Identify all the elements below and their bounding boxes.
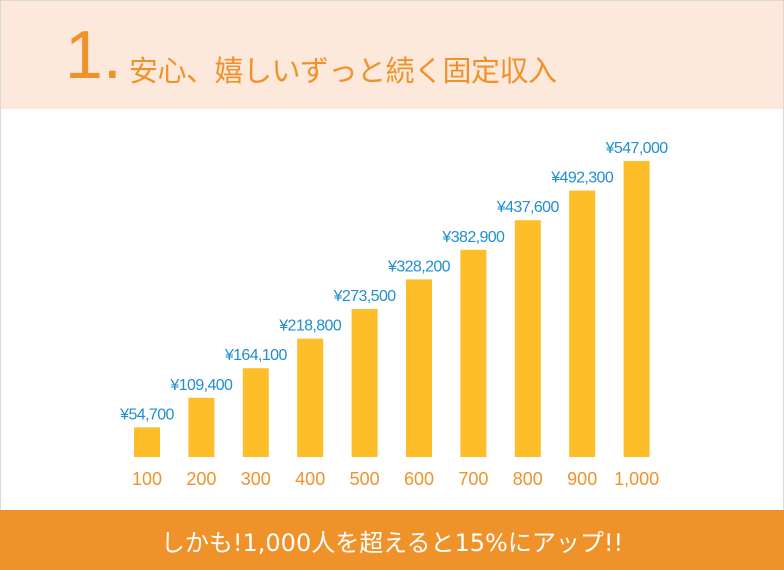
bar-800 <box>514 220 541 457</box>
value-label: ¥218,800 <box>278 318 342 335</box>
value-label: ¥109,400 <box>169 377 233 394</box>
bar-900 <box>569 190 596 457</box>
value-label: ¥492,300 <box>550 170 614 187</box>
footer-banner: しかも!1,000人を超えると15%にアップ!! <box>0 510 784 570</box>
footer-message: しかも!1,000人を超えると15%にアップ!! <box>160 528 624 557</box>
bar-chart: ¥54,700 100 ¥109,400 200 ¥164,100 300 ¥218,800… <box>119 140 669 489</box>
category-label: 500 <box>350 469 380 489</box>
bar-300 <box>242 368 269 457</box>
bar-200 <box>188 397 215 457</box>
category-label: 900 <box>567 469 597 489</box>
bar-100 <box>134 427 160 457</box>
value-label: ¥54,700 <box>119 406 174 423</box>
value-label: ¥328,200 <box>387 258 451 275</box>
value-label: ¥164,100 <box>224 347 288 364</box>
bar-500 <box>351 309 378 457</box>
category-label: 200 <box>186 469 216 489</box>
section-title: 安心、嬉しいずっと続く固定収入 <box>129 54 557 88</box>
value-label: ¥273,500 <box>333 288 397 305</box>
value-label: ¥547,000 <box>605 140 669 157</box>
header-banner: 1. 安心、嬉しいずっと続く固定収入 <box>1 1 783 109</box>
value-label: ¥382,900 <box>441 229 505 246</box>
category-label: 800 <box>513 469 543 489</box>
category-label: 700 <box>458 469 488 489</box>
bar-1,000 <box>623 161 650 457</box>
value-label: ¥437,600 <box>496 199 560 216</box>
category-label: 1,000 <box>614 469 659 489</box>
category-label: 400 <box>295 469 325 489</box>
category-label: 600 <box>404 469 434 489</box>
section-number: 1. <box>65 17 122 93</box>
bar-700 <box>460 249 487 457</box>
bar-600 <box>406 279 432 457</box>
bar-400 <box>297 338 324 457</box>
category-label: 300 <box>241 469 271 489</box>
category-label: 100 <box>132 469 162 489</box>
